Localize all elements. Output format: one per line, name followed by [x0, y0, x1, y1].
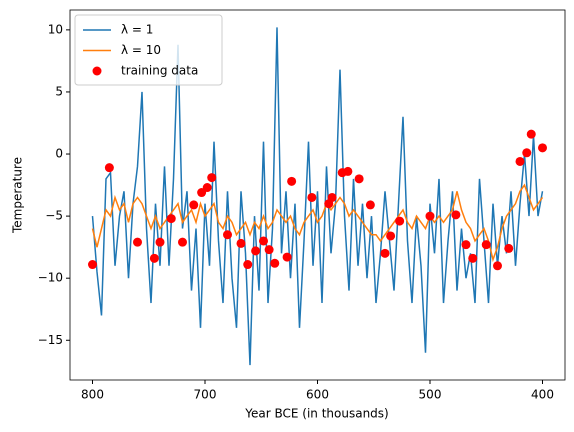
x-tick-label: 700: [194, 388, 217, 402]
scatter-point: [251, 246, 261, 256]
scatter-point: [538, 143, 547, 153]
scatter-point: [451, 210, 461, 220]
scatter-point: [395, 216, 405, 226]
scatter-point: [515, 156, 525, 166]
scatter-point: [202, 183, 212, 193]
scatter-point: [236, 238, 246, 248]
scatter-point: [343, 166, 353, 176]
scatter-point: [178, 237, 187, 247]
x-tick-label: 800: [81, 388, 104, 402]
x-tick-label: 600: [306, 388, 329, 402]
y-tick-label: −10: [38, 271, 63, 285]
scatter-point: [189, 200, 199, 210]
y-tick-label: 5: [55, 84, 63, 98]
scatter-point: [223, 230, 232, 240]
scatter-point: [149, 253, 159, 263]
x-axis-label: Year BCE (in thousands): [244, 407, 388, 421]
scatter-point: [468, 253, 478, 263]
scatter-point: [425, 211, 435, 221]
scatter-point: [287, 176, 297, 186]
scatter-point: [461, 240, 471, 250]
axes-frame: [69, 9, 566, 381]
scatter-point: [166, 214, 176, 224]
scatter-point: [386, 231, 396, 241]
scatter-point: [481, 240, 491, 250]
scatter-point: [354, 174, 364, 184]
scatter-point: [522, 148, 532, 158]
scatter-point: [380, 248, 390, 258]
y-axis-label: Temperature: [11, 157, 25, 234]
y-tick-label: −15: [38, 333, 63, 347]
scatter-point: [270, 258, 280, 268]
scatter-point: [104, 163, 114, 173]
scatter-point: [88, 260, 97, 270]
scatter-point: [243, 260, 253, 270]
y-tick-label: 0: [55, 147, 63, 161]
scatter-point: [264, 245, 274, 255]
y-tick-label: −5: [45, 209, 63, 223]
scatter-point: [133, 237, 142, 247]
scatter-point: [207, 173, 217, 183]
legend-label: λ = 10: [121, 43, 161, 57]
scatter-point: [493, 261, 502, 271]
scatter-point: [365, 200, 375, 210]
y-tick-label: 10: [48, 22, 63, 36]
x-tick-label: 500: [419, 388, 442, 402]
scatter-point: [282, 252, 292, 262]
x-tick-label: 400: [531, 388, 554, 402]
legend-box: [74, 14, 223, 86]
scatter-point: [526, 129, 536, 139]
legend-label: λ = 1: [121, 23, 153, 37]
scatter-point: [155, 237, 165, 247]
legend-marker: [92, 66, 102, 76]
scatter-point: [259, 236, 268, 246]
line: [91, 27, 544, 366]
scatter-point: [327, 192, 337, 202]
scatter-point: [307, 192, 317, 202]
legend-label: training data: [121, 64, 198, 78]
scatter-point: [504, 243, 514, 253]
